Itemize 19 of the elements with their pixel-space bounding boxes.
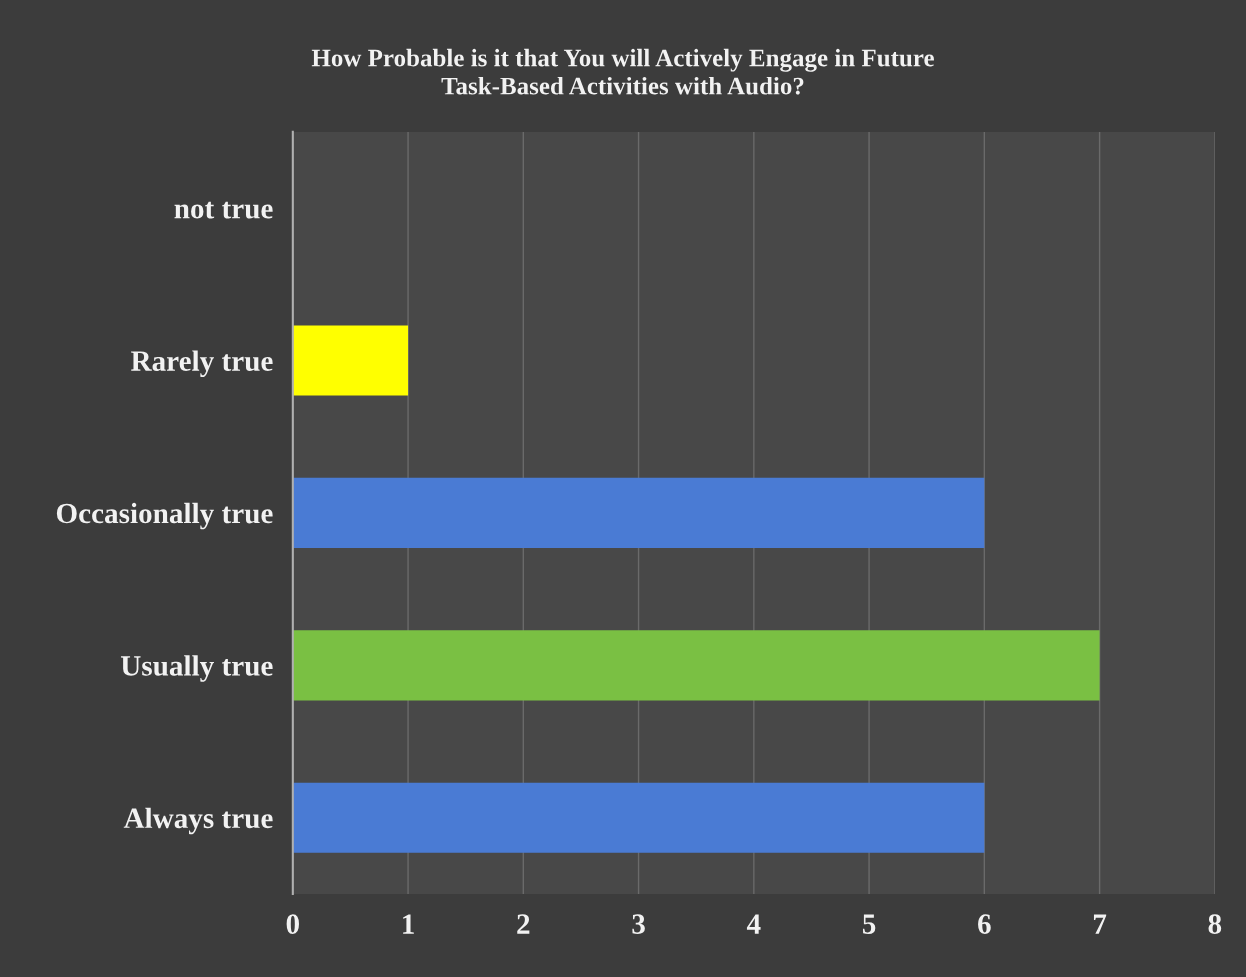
x-tick-label: 6	[978, 914, 991, 934]
y-tick-label: Usually true	[120, 655, 273, 682]
x-tick-label: 8	[1208, 914, 1222, 934]
x-tick-label: 7	[1093, 914, 1107, 934]
y-tick-label: not true	[174, 201, 273, 219]
x-tick-label: 5	[862, 914, 876, 934]
x-tick-label: 4	[746, 914, 761, 934]
bar	[292, 477, 985, 548]
y-tick-label: Occasionally true	[56, 502, 273, 530]
bar	[292, 325, 409, 396]
y-tick-label: Rarely true	[131, 350, 273, 377]
chart-title: How Probable is it that You will Actively Engage in Future Task-Based Activities with Audio?	[311, 48, 934, 95]
x-tick-label: 2	[517, 914, 530, 934]
x-tick-label: 1	[403, 914, 414, 934]
x-tick-label: 3	[632, 914, 645, 934]
x-tick-label: 0	[286, 914, 299, 934]
bar	[292, 782, 985, 853]
bar	[292, 630, 1100, 701]
y-tick-label: Always true	[123, 807, 273, 835]
